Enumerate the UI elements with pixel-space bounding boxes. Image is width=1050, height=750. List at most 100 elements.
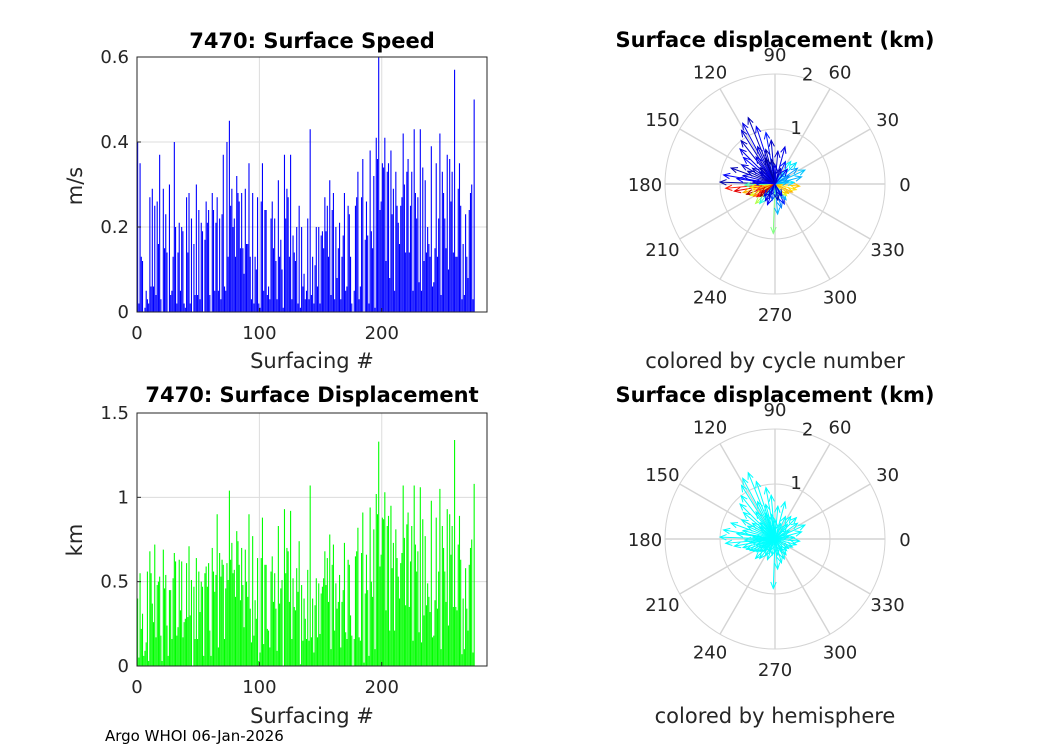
polar-hemisphere-arrowhead xyxy=(749,538,758,545)
polar-hemisphere-arrowhead xyxy=(782,530,791,537)
speed-xtick-label: 200 xyxy=(365,323,399,344)
polar-cycle-arrowhead xyxy=(789,184,798,192)
polar-hemisphere-arrowhead xyxy=(722,527,731,535)
polar-hemisphere-labels: 0 30 60 90 120 150 180 210 240 270 300 330 1 2 xyxy=(628,400,911,681)
polar-cycle-radial-label: 2 xyxy=(802,64,813,85)
polar-cycle-arrowhead xyxy=(784,160,792,169)
displacement-xtick-label: 0 xyxy=(131,677,142,698)
polar-cycle-arrowhead xyxy=(780,145,787,154)
polar-hemisphere-arrowhead xyxy=(741,528,751,536)
polar-cycle-arrowhead xyxy=(785,186,794,193)
polar-hemisphere-arrowhead xyxy=(755,539,764,547)
polar-cycle-vector xyxy=(750,183,776,188)
polar-hemisphere-title: Surface displacement (km) xyxy=(615,383,934,407)
polar-hemisphere-arrowhead xyxy=(742,477,749,486)
polar-cycle-vector xyxy=(741,164,776,185)
polar-cycle-arrowhead xyxy=(735,176,744,183)
polar-hemisphere-arrowhead xyxy=(764,548,772,557)
polar-hemisphere-vector xyxy=(750,538,776,543)
polar-cycle-vector xyxy=(757,146,776,185)
polar-cycle-vector xyxy=(774,175,790,185)
polar-cycle-vector xyxy=(774,146,786,185)
polar-hemisphere-arrowhead xyxy=(755,480,762,489)
displacement-x-axis-label: Surfacing # xyxy=(250,704,374,728)
polar-hemisphere-arrowhead xyxy=(781,534,790,541)
footer-stamp: Argo WHOI 06-Jan-2026 xyxy=(105,727,284,745)
polar-hemisphere-vector xyxy=(759,526,776,540)
polar-cycle-arrowhead xyxy=(729,167,739,174)
polar-cycle-arrowhead xyxy=(782,175,791,182)
polar-hemisphere-arrowhead xyxy=(742,511,751,519)
polar-cycle-arrowhead xyxy=(758,196,767,205)
polar-cycle-vector xyxy=(730,167,776,185)
polar-cycle-caption: colored by cycle number xyxy=(645,349,905,373)
polar-cycle-arrowhead xyxy=(763,131,771,140)
polar-hemisphere-arrowhead xyxy=(743,536,752,544)
polar-cycle-vector xyxy=(772,183,776,234)
speed-bars xyxy=(137,57,475,312)
polar-hemisphere-angle-label: 240 xyxy=(693,643,727,664)
polar-cycle-angle-label: 120 xyxy=(693,62,727,83)
polar-hemisphere-vector xyxy=(741,519,776,540)
polar-hemisphere-arrowhead xyxy=(746,525,755,532)
polar-cycle-vector xyxy=(741,130,776,185)
polar-hemisphere-vector xyxy=(741,485,776,540)
polar-cycle-arrowhead xyxy=(773,193,780,202)
speed-ytick-label: 0 xyxy=(118,302,129,323)
polar-cycle-vector xyxy=(774,183,797,191)
polar-hemisphere-vector xyxy=(760,538,776,549)
polar-cycle-vector xyxy=(774,183,783,197)
polar-hemisphere-arrowhead xyxy=(733,541,742,549)
polar-hemisphere-arrowhead xyxy=(790,522,799,530)
polar-cycle-labels: 0 30 60 90 120 150 180 210 240 270 300 330 1 2 xyxy=(628,45,911,326)
polar-hemisphere-vector xyxy=(774,536,789,540)
polar-cycle-arrowhead xyxy=(773,207,781,216)
polar-cycle-arrowhead xyxy=(770,193,777,202)
polar-cycle-arrowhead xyxy=(780,168,789,177)
polar-hemisphere-arrowhead xyxy=(751,522,760,530)
polar-hemisphere-arrowhead xyxy=(740,494,748,503)
polar-hemisphere-arrowhead xyxy=(718,534,727,541)
polar-cycle-arrowhead xyxy=(749,183,758,190)
polar-hemisphere-arrowhead xyxy=(724,539,733,546)
polar-hemisphere-radial-label: 1 xyxy=(790,473,801,494)
polar-hemisphere-arrowhead xyxy=(778,551,785,561)
polar-hemisphere-arrowhead xyxy=(757,500,764,509)
polar-hemisphere-arrowhead xyxy=(780,523,789,532)
polar-hemisphere-arrowhead xyxy=(775,543,783,553)
displacement-chart-title: 7470: Surface Displacement xyxy=(145,383,478,407)
polar-hemisphere-chart: Surface displacement (km) colored by hem… xyxy=(615,383,934,728)
polar-cycle-arrowhead xyxy=(770,226,777,235)
polar-hemisphere-spoke xyxy=(774,483,871,540)
polar-hemisphere-angle-label: 90 xyxy=(764,400,787,421)
polar-cycle-arrowhead xyxy=(740,164,749,171)
polar-cycle-vectors xyxy=(718,116,807,235)
polar-cycle-vector xyxy=(774,168,782,185)
polar-cycle-arrowhead xyxy=(751,179,760,186)
polar-cycle-radial-label: 1 xyxy=(790,118,801,139)
polar-cycle-arrowhead xyxy=(718,179,727,186)
speed-chart-title: 7470: Surface Speed xyxy=(189,29,435,53)
polar-hemisphere-arrowhead xyxy=(785,541,794,548)
polar-hemisphere-vector xyxy=(747,525,776,540)
polar-hemisphere-angle-label: 0 xyxy=(899,530,910,551)
polar-hemisphere-vector xyxy=(744,538,776,541)
polar-cycle-arrowhead xyxy=(743,181,752,189)
polar-hemisphere-vector xyxy=(742,478,776,540)
displacement-y-axis-label: km xyxy=(63,524,87,557)
displacement-ytick-label: 0.5 xyxy=(100,572,129,593)
polar-hemisphere-arrowhead xyxy=(759,521,767,530)
polar-cycle-arrowhead xyxy=(790,167,799,175)
polar-hemisphere-vector xyxy=(768,538,776,552)
polar-hemisphere-angle-label: 60 xyxy=(829,417,852,438)
speed-chart: 7470: Surface Speed m/s Surfacing # 0 0.2… xyxy=(63,29,488,373)
polar-hemisphere-arrowhead xyxy=(739,503,747,511)
polar-hemisphere-angle-label: 330 xyxy=(870,595,904,616)
polar-hemisphere-arrowhead xyxy=(784,515,792,524)
polar-cycle-vector xyxy=(760,183,776,194)
polar-cycle-vector xyxy=(747,170,776,185)
displacement-ytick-label: 0 xyxy=(118,656,129,677)
polar-cycle-arrowhead xyxy=(751,167,760,175)
polar-cycle-arrowhead xyxy=(787,179,796,187)
